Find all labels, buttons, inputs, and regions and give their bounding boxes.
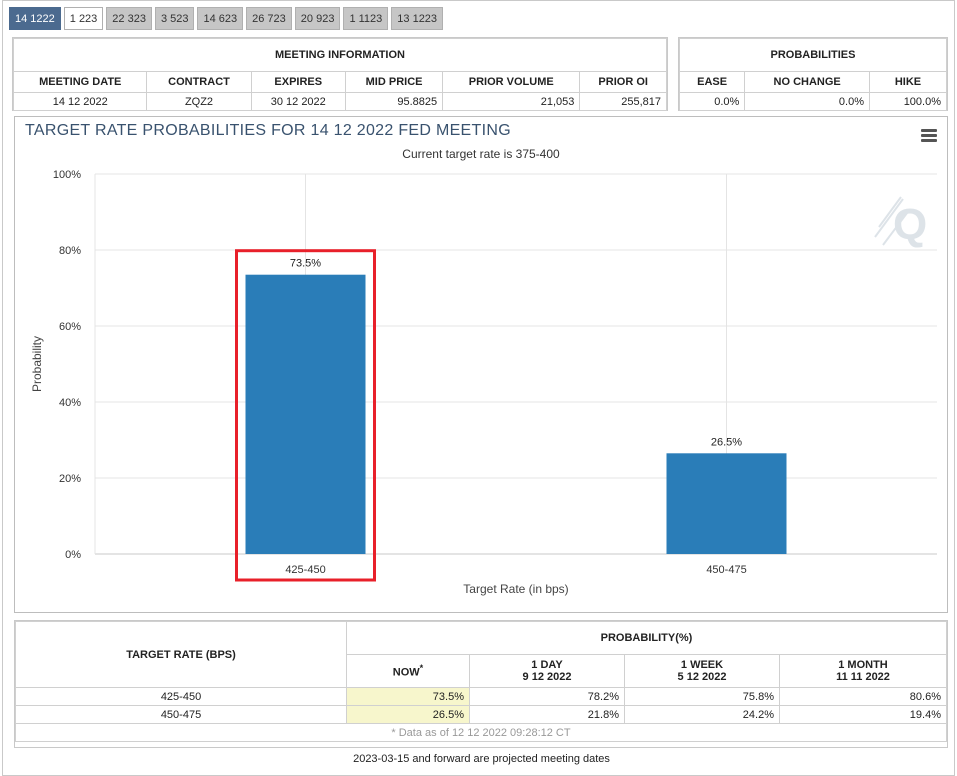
- col-mid-price: MID PRICE: [345, 71, 444, 93]
- x-tick-label: 450-475: [706, 564, 746, 576]
- tab-meeting-2[interactable]: 1 223: [63, 7, 104, 30]
- watermark-strokes: [874, 196, 908, 246]
- y-tick-label: 100%: [53, 169, 81, 181]
- mid-price-value: 95.8825: [345, 92, 444, 111]
- y-tick-label: 40%: [59, 397, 81, 409]
- col-prior-volume: PRIOR VOLUME: [442, 71, 581, 93]
- tab-meeting-9[interactable]: 13 1223: [391, 7, 444, 30]
- no-change-value: 0.0%: [744, 92, 870, 111]
- watermark-logo-icon: Q: [874, 196, 927, 249]
- col-1-day: 1 DAY 9 12 2022: [469, 654, 625, 688]
- col-1-month-date: 11 11 2022: [836, 671, 890, 683]
- tab-meeting-8[interactable]: 1 1123: [343, 7, 389, 30]
- meeting-tabs: 14 1222 1 223 22 323 3 523 14 623 26 723…: [9, 7, 444, 31]
- hike-value: 100.0%: [868, 92, 948, 111]
- tab-meeting-1[interactable]: 14 1222: [9, 7, 61, 30]
- now-footnote-mark: *: [419, 663, 424, 674]
- expires-value: 30 12 2022: [250, 92, 347, 111]
- col-hike: HIKE: [868, 71, 948, 93]
- col-1-month: 1 MONTH 11 11 2022: [779, 654, 947, 688]
- col-target-rate: TARGET RATE (BPS): [15, 621, 347, 688]
- day-cell: 78.2%: [469, 687, 625, 706]
- col-1-day-label: 1 DAY: [531, 659, 563, 671]
- col-prior-oi: PRIOR OI: [579, 71, 667, 93]
- col-1-month-label: 1 MONTH: [838, 659, 888, 671]
- data-timestamp-note: * Data as of 12 12 2022 09:28:12 CT: [15, 723, 947, 742]
- probabilities-table: PROBABILITIES EASE NO CHANGE HIKE 0.0% 0…: [678, 38, 948, 111]
- month-cell: 19.4%: [779, 705, 947, 724]
- now-label: NOW: [392, 666, 420, 679]
- chart-subtitle: Current target rate is 375-400: [402, 147, 560, 161]
- now-cell: 73.5%: [346, 687, 470, 706]
- y-tick-label: 80%: [59, 245, 81, 257]
- x-tick-label: 425-450: [285, 564, 325, 576]
- y-tick-label: 20%: [59, 473, 81, 485]
- prior-volume-value: 21,053: [442, 92, 581, 111]
- now-cell: 26.5%: [346, 705, 470, 724]
- probability-panel: TARGET RATE (BPS) PROBABILITY(%) NOW* 1 …: [14, 620, 948, 748]
- bar: [666, 453, 787, 554]
- ease-value: 0.0%: [678, 92, 746, 111]
- bar-data-label: 73.5%: [290, 258, 321, 270]
- probabilities-title: PROBABILITIES: [679, 38, 947, 72]
- bar-chart: Q 0% 20% 40% 60% 80% 100% 73.5% 425-450 26.5% 450…: [30, 169, 937, 596]
- meeting-info-table: MEETING INFORMATION MEETING DATE CONTRAC…: [12, 38, 667, 111]
- y-tick-label: 60%: [59, 321, 81, 333]
- x-axis-title: Target Rate (in bps): [463, 582, 568, 596]
- col-1-week-label: 1 WEEK: [680, 659, 724, 671]
- day-cell: 21.8%: [469, 705, 625, 724]
- meeting-info-title: MEETING INFORMATION: [13, 38, 667, 72]
- table-row: 425-450 73.5% 78.2% 75.8% 80.6%: [15, 687, 947, 706]
- meeting-date-value: 14 12 2022: [12, 92, 148, 111]
- tab-meeting-6[interactable]: 26 723: [246, 7, 292, 30]
- tab-meeting-4[interactable]: 3 523: [154, 7, 195, 30]
- chart-panel: TARGET RATE PROBABILITIES FOR 14 12 2022…: [14, 116, 948, 613]
- tab-meeting-3[interactable]: 22 323: [106, 7, 152, 30]
- prior-oi-value: 255,817: [579, 92, 667, 111]
- contract-value: ZQZ2: [146, 92, 252, 111]
- rate-cell: 425-450: [15, 687, 347, 706]
- tab-meeting-7[interactable]: 20 923: [294, 7, 341, 30]
- month-cell: 80.6%: [779, 687, 947, 706]
- col-probability: PROBABILITY(%): [346, 621, 947, 655]
- col-1-day-date: 9 12 2022: [522, 671, 572, 683]
- col-meeting-date: MEETING DATE: [12, 71, 148, 93]
- y-axis-title: Probability: [30, 336, 44, 392]
- y-tick-label: 0%: [65, 549, 81, 561]
- bar: [245, 274, 366, 554]
- week-cell: 75.8%: [624, 687, 780, 706]
- probability-table: TARGET RATE (BPS) PROBABILITY(%) NOW* 1 …: [15, 621, 947, 742]
- watermark-q: Q: [893, 200, 927, 249]
- meeting-info-panel: MEETING INFORMATION MEETING DATE CONTRAC…: [12, 37, 668, 111]
- col-no-change: NO CHANGE: [744, 71, 870, 93]
- col-now: NOW*: [346, 654, 470, 688]
- table-row: 450-475 26.5% 21.8% 24.2% 19.4%: [15, 705, 947, 724]
- chart-menu-icon[interactable]: [921, 129, 937, 142]
- week-cell: 24.2%: [624, 705, 780, 724]
- bar-data-label: 26.5%: [711, 436, 742, 448]
- highlight-box: [235, 249, 376, 582]
- col-1-week: 1 WEEK 5 12 2022: [624, 654, 780, 688]
- col-expires: EXPIRES: [250, 71, 347, 93]
- probabilities-panel: PROBABILITIES EASE NO CHANGE HIKE 0.0% 0…: [678, 37, 948, 111]
- col-ease: EASE: [678, 71, 746, 93]
- col-contract: CONTRACT: [146, 71, 252, 93]
- col-1-week-date: 5 12 2022: [677, 671, 727, 683]
- projected-dates-note: 2023-03-15 and forward are projected mee…: [353, 753, 610, 765]
- tab-meeting-5[interactable]: 14 623: [197, 7, 244, 30]
- chart-title: TARGET RATE PROBABILITIES FOR 14 12 2022…: [25, 122, 511, 139]
- rate-cell: 450-475: [15, 705, 347, 724]
